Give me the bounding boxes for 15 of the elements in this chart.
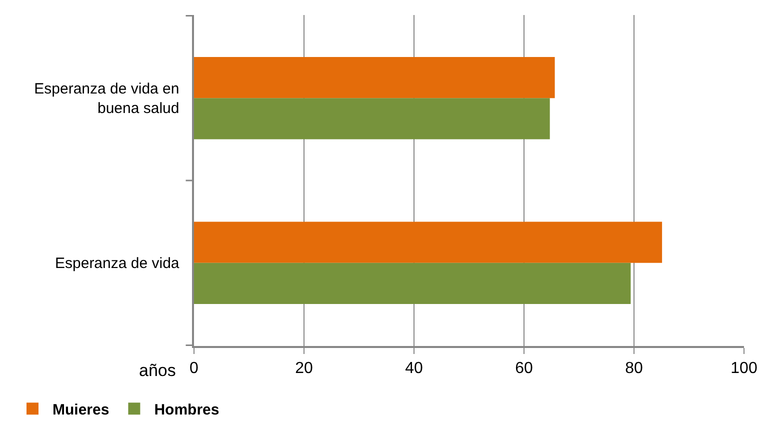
legend-label: Muieres bbox=[52, 401, 110, 418]
y-tick-label: Esperanza de vida en buena salud bbox=[34, 80, 180, 118]
x-tick-label: 40 bbox=[405, 360, 423, 377]
x-tick-label: 60 bbox=[515, 360, 533, 377]
x-axis-title: años bbox=[139, 361, 176, 380]
x-tick-label: 20 bbox=[295, 360, 313, 377]
bar bbox=[194, 56, 555, 98]
legend-label: Hombres bbox=[154, 401, 220, 418]
bar bbox=[194, 98, 550, 140]
x-tick-label: 80 bbox=[625, 360, 643, 377]
x-tick-label: 100 bbox=[730, 360, 758, 377]
bar bbox=[194, 262, 631, 304]
y-tick-label: Esperanza de vida bbox=[55, 255, 180, 272]
bar bbox=[194, 222, 662, 263]
x-tick-label: 0 bbox=[190, 360, 199, 377]
